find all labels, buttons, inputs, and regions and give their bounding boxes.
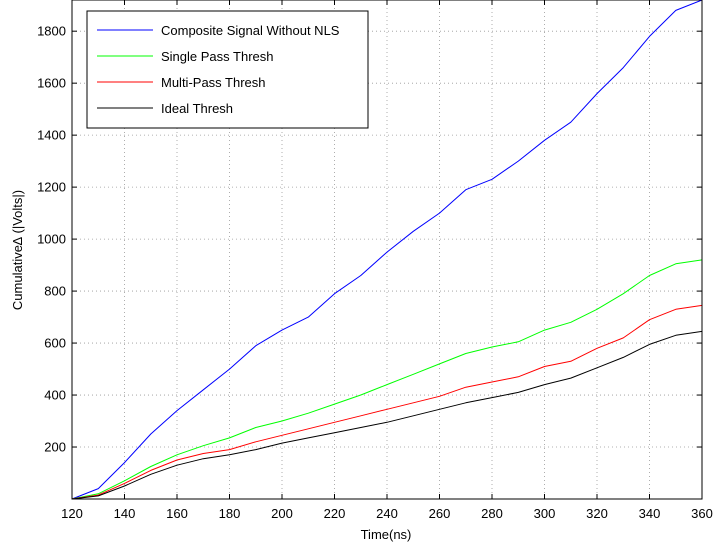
series-group — [71, 0, 703, 500]
series-line-2 — [71, 304, 703, 500]
y-tick-label: 1800 — [37, 24, 66, 39]
y-axis-label: Cumulative∆ (|Volts|) — [10, 190, 25, 310]
legend-label: Single Pass Thresh — [161, 49, 274, 64]
y-tick-label: 1200 — [37, 180, 66, 195]
x-tick-label: 260 — [429, 506, 451, 521]
y-tick-label: 1400 — [37, 128, 66, 143]
legend-label: Multi-Pass Thresh — [161, 75, 266, 90]
legend-label: Ideal Thresh — [161, 101, 233, 116]
y-tick-label: 800 — [44, 284, 66, 299]
x-tick-label: 340 — [639, 506, 661, 521]
x-tick-label: 120 — [61, 506, 83, 521]
x-tick-label: 240 — [376, 506, 398, 521]
series-line-1 — [71, 259, 703, 500]
ticks-group: 120 140 160 180 200 220 240 260 280 300 320 340 360 2… — [37, 0, 713, 521]
x-tick-label: 360 — [691, 506, 713, 521]
x-tick-label: 160 — [166, 506, 188, 521]
x-tick-label: 140 — [114, 506, 136, 521]
x-tick-label: 280 — [481, 506, 503, 521]
y-tick-label: 400 — [44, 388, 66, 403]
legend: Composite Signal Without NLS Single Pass … — [86, 10, 369, 129]
series-line-3 — [71, 330, 703, 500]
y-tick-label: 1000 — [37, 232, 66, 247]
y-tick-label: 200 — [44, 440, 66, 455]
x-tick-label: 200 — [271, 506, 293, 521]
y-tick-label: 600 — [44, 336, 66, 351]
x-tick-label: 320 — [586, 506, 608, 521]
x-axis-label: Time(ns) — [361, 527, 412, 542]
series-line-0 — [71, 0, 703, 500]
x-tick-label: 220 — [324, 506, 346, 521]
x-tick-label: 180 — [219, 506, 241, 521]
y-tick-label: 1600 — [37, 76, 66, 91]
x-tick-label: 300 — [534, 506, 556, 521]
legend-label: Composite Signal Without NLS — [161, 23, 340, 38]
